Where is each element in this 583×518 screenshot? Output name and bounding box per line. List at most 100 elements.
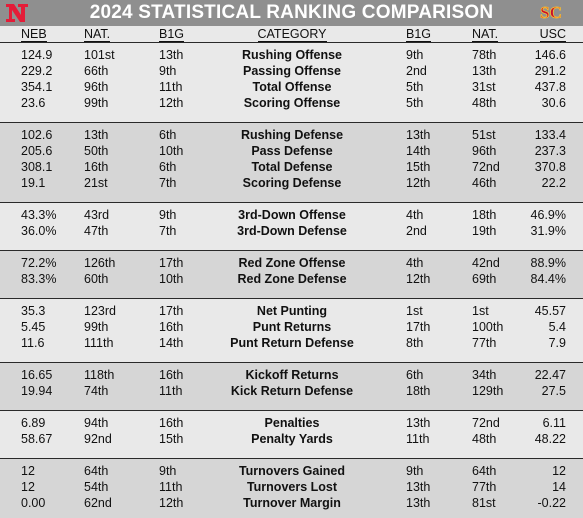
usc-value: 22.2 <box>541 176 566 190</box>
neb-b1g-rank: 12th <box>159 96 184 110</box>
neb-national-rank: 47th <box>84 224 109 238</box>
neb-national-rank: 94th <box>84 416 109 430</box>
usc-national-rank: 96th <box>472 144 497 158</box>
category-label: Pass Defense <box>251 144 333 158</box>
category-label: Kickoff Returns <box>245 368 339 382</box>
neb-b1g-rank: 7th <box>159 176 177 190</box>
neb-national-rank: 43rd <box>84 208 110 222</box>
neb-b1g-rank: 10th <box>159 144 184 158</box>
table-row: 11.6 111th 14th Punt Return Defense 8th 77th 7… <box>0 335 583 351</box>
neb-value: 12 <box>21 464 35 478</box>
neb-b1g-rank: 11th <box>159 384 183 398</box>
neb-value: 35.3 <box>21 304 46 318</box>
category-label: Scoring Offense <box>243 96 341 110</box>
table-row: 354.1 96th 11th Total Offense 5th 31st 437.8 <box>0 79 583 95</box>
usc-national-rank: 72nd <box>472 416 500 430</box>
usc-b1g-rank: 5th <box>406 80 424 94</box>
usc-national-rank: 19th <box>472 224 497 238</box>
usc-national-rank: 69th <box>472 272 497 286</box>
neb-national-rank: 118th <box>84 368 115 382</box>
category-label: Rushing Offense <box>241 48 342 62</box>
neb-national-rank: 21st <box>84 176 108 190</box>
usc-national-rank: 13th <box>472 64 497 78</box>
column-header-neb-nat: NAT. <box>84 27 111 42</box>
usc-b1g-rank: 9th <box>406 48 424 62</box>
table-row: 35.3 123rd 17th Net Punting 1st 1st 45.57 <box>0 303 583 319</box>
stat-section: 124.9 101st 13th Rushing Offense 9th 78th 146.… <box>0 42 583 122</box>
table-row: 6.89 94th 16th Penalties 13th 72nd 6.11 <box>0 415 583 431</box>
neb-national-rank: 99th <box>84 320 109 334</box>
usc-b1g-rank: 13th <box>406 416 431 430</box>
neb-b1g-rank: 17th <box>159 256 184 270</box>
usc-value: 27.5 <box>541 384 566 398</box>
usc-national-rank: 48th <box>472 432 497 446</box>
neb-b1g-rank: 16th <box>159 320 184 334</box>
neb-b1g-rank: 9th <box>159 464 177 478</box>
usc-national-rank: 48th <box>472 96 497 110</box>
category-label: 3rd-Down Defense <box>237 224 347 238</box>
comparison-table: NEB NAT. B1G CATEGORY B1G NAT. USC 124.9… <box>0 26 583 518</box>
usc-value: 22.47 <box>534 368 566 382</box>
usc-b1g-rank: 5th <box>406 96 424 110</box>
category-label: Kick Return Defense <box>230 384 354 398</box>
usc-b1g-rank: 12th <box>406 272 431 286</box>
usc-value: 133.4 <box>534 128 566 142</box>
neb-b1g-rank: 11th <box>159 480 183 494</box>
usc-b1g-rank: 13th <box>406 496 431 510</box>
usc-value: 437.8 <box>534 80 566 94</box>
table-row: 0.00 62nd 12th Turnover Margin 13th 81st -0.22 <box>0 495 583 511</box>
usc-national-rank: 46th <box>472 176 497 190</box>
neb-value: 12 <box>21 480 35 494</box>
table-row: 36.0% 47th 7th 3rd-Down Defense 2nd 19th 31.9% <box>0 223 583 239</box>
category-label: Total Offense <box>252 80 332 94</box>
neb-value: 23.6 <box>21 96 46 110</box>
usc-b1g-rank: 14th <box>406 144 431 158</box>
neb-value: 72.2% <box>21 256 57 270</box>
table-row: 102.6 13th 6th Rushing Defense 13th 51st 133.4 <box>0 127 583 143</box>
neb-value: 16.65 <box>21 368 53 382</box>
category-label: Turnover Margin <box>243 496 341 510</box>
table-row: 72.2% 126th 17th Red Zone Offense 4th 42nd 88.… <box>0 255 583 271</box>
usc-national-rank: 72nd <box>472 160 500 174</box>
usc-national-rank: 78th <box>472 48 497 62</box>
neb-b1g-rank: 6th <box>159 128 177 142</box>
neb-b1g-rank: 16th <box>159 368 184 382</box>
neb-value: 43.3% <box>21 208 57 222</box>
page-title: 2024 STATISTICAL RANKING COMPARISON <box>89 2 494 23</box>
usc-b1g-rank: 11th <box>406 432 430 446</box>
neb-value: 19.1 <box>21 176 46 190</box>
neb-value: 205.6 <box>21 144 53 158</box>
column-header-category: CATEGORY <box>257 27 327 42</box>
usc-national-rank: 129th <box>472 384 504 398</box>
usc-b1g-rank: 13th <box>406 128 431 142</box>
usc-value: 48.22 <box>534 432 566 446</box>
usc-b1g-rank: 6th <box>406 368 424 382</box>
column-header-neb-b1g: B1G <box>159 27 185 42</box>
usc-value: 5.4 <box>548 320 566 334</box>
usc-value: 7.9 <box>548 336 566 350</box>
category-label: Rushing Defense <box>240 128 344 142</box>
neb-value: 19.94 <box>21 384 53 398</box>
usc-b1g-rank: 8th <box>406 336 424 350</box>
category-label: Punt Returns <box>252 320 332 334</box>
neb-value: 6.89 <box>21 416 46 430</box>
nebraska-n-logo <box>6 4 28 22</box>
usc-value: 46.9% <box>530 208 566 222</box>
usc-value: 14 <box>552 480 566 494</box>
usc-value: 30.6 <box>541 96 566 110</box>
usc-b1g-rank: 2nd <box>406 64 427 78</box>
usc-b1g-rank: 4th <box>406 208 424 222</box>
neb-value: 36.0% <box>21 224 57 238</box>
usc-value: 6.11 <box>542 416 566 430</box>
neb-national-rank: 101st <box>84 48 115 62</box>
neb-national-rank: 64th <box>84 464 109 478</box>
neb-b1g-rank: 16th <box>159 416 184 430</box>
usc-b1g-rank: 1st <box>406 304 423 318</box>
neb-b1g-rank: 9th <box>159 208 177 222</box>
usc-value: 12 <box>552 464 566 478</box>
neb-value: 0.00 <box>21 496 46 510</box>
usc-value: 31.9% <box>530 224 566 238</box>
usc-b1g-rank: 4th <box>406 256 424 270</box>
category-label: Penalties <box>264 416 320 430</box>
usc-national-rank: 31st <box>472 80 496 94</box>
